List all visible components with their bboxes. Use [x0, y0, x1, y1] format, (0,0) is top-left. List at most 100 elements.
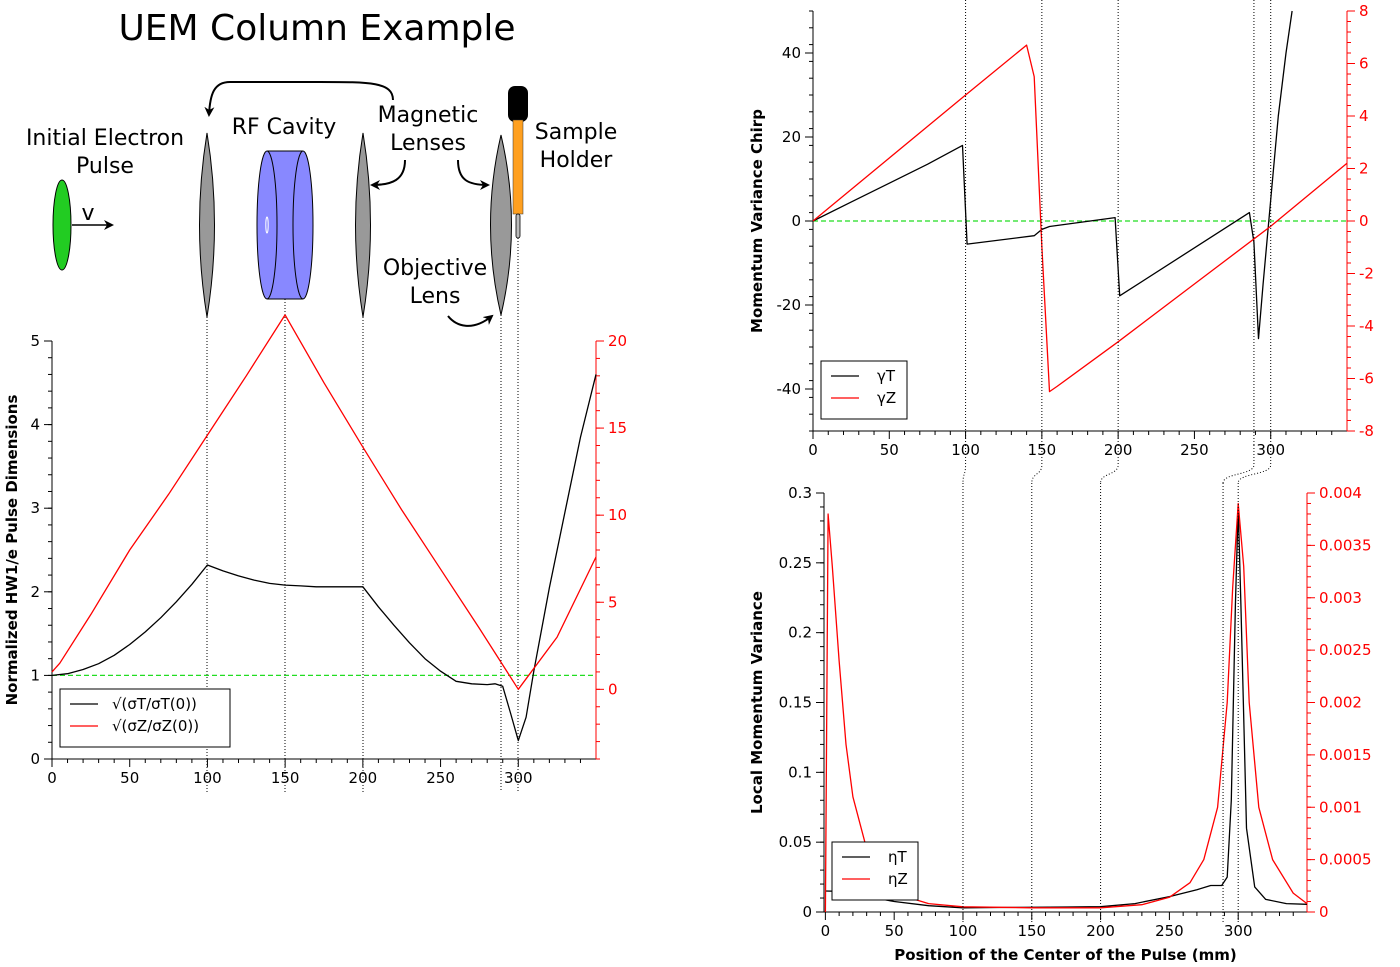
y2-tick-label: 0: [1319, 903, 1329, 921]
legend-box: [59, 688, 231, 748]
x-tick-label: 50: [885, 922, 904, 940]
series-line: [824, 502, 1308, 913]
magnetic-lenses-label-2: Lenses: [390, 131, 466, 156]
y2-tick-label: 15: [608, 419, 627, 437]
y2-tick-label: 2: [1359, 160, 1369, 178]
x-tick-label: 0: [808, 441, 818, 459]
x-tick-label: 250: [1155, 922, 1184, 940]
initial-pulse-label-2: Pulse: [76, 154, 134, 179]
y2-tick-label: 0.0035: [1319, 536, 1372, 554]
x-tick-label: 0: [821, 922, 831, 940]
x-tick-label: 200: [1104, 441, 1133, 459]
electron-pulse: [52, 179, 72, 271]
x-tick-label: 250: [426, 769, 455, 787]
magnetic-lens-1: [199, 132, 215, 318]
legend-label: √(σT/σT(0)): [112, 695, 197, 713]
uem-column-diagram: v Initial Electron Pulse RF Cavity Magne…: [26, 81, 618, 792]
x-tick-label: 100: [951, 441, 980, 459]
legend-label: √(σZ/σZ(0)): [112, 717, 199, 735]
x-tick-label: 150: [1017, 922, 1046, 940]
x-tick-label: 150: [271, 769, 300, 787]
y2-tick-label: -6: [1359, 370, 1374, 388]
objective-lens-label-1: Objective: [383, 256, 487, 281]
objective-lens-label-2: Lens: [410, 284, 461, 309]
rf-cavity: [256, 150, 314, 300]
y-tick-label: 0.3: [788, 484, 812, 502]
x-tick-label: 150: [1028, 441, 1057, 459]
series-line: [812, 10, 1293, 340]
y-tick-label: 1: [30, 666, 40, 684]
magnetic-lenses-label-1: Magnetic: [378, 103, 479, 128]
y2-tick-label: 4: [1359, 107, 1369, 125]
y-tick-label: 0.1: [788, 763, 812, 781]
y2-tick-label: 0.0025: [1319, 641, 1372, 659]
y-tick-label: 0: [30, 750, 40, 768]
y2-tick-label: 6: [1359, 55, 1369, 73]
y2-tick-label: 0.002: [1319, 694, 1362, 712]
y-tick-label: 0.2: [788, 624, 812, 642]
y-axis-title: Local Momentum Variance: [748, 591, 766, 814]
series-line: [825, 506, 1308, 909]
chart-pulse-dimensions: 0 50 100 150 200 250 30001234505101520Normaliz…: [3, 314, 627, 787]
x-axis-title: Position of the Center of the Pulse (mm): [894, 946, 1236, 964]
x-tick-label: 100: [193, 769, 222, 787]
y-tick-label: 0: [791, 212, 801, 230]
chart-momentum-variance-chirp: 0 50 100 150 200 250 300-40-2002040-8-6-4-2024…: [748, 0, 1374, 459]
sample-holder-label-2: Holder: [540, 148, 614, 173]
y-tick-label: 0: [802, 903, 812, 921]
y-tick-label: 4: [30, 416, 40, 434]
y-tick-label: 20: [782, 128, 801, 146]
y-tick-label: 0.05: [779, 833, 812, 851]
x-tick-label: 200: [349, 769, 378, 787]
series-line: [51, 314, 597, 690]
y2-tick-label: 0: [608, 680, 618, 698]
chart-connectors: [962, 445, 1272, 484]
y-tick-label: 0.15: [779, 694, 812, 712]
x-tick-label: 250: [1180, 441, 1209, 459]
figure-title: UEM Column Example: [118, 8, 515, 49]
y2-tick-label: 0.001: [1319, 798, 1362, 816]
y-tick-label: -20: [777, 296, 802, 314]
connector-line: [1237, 445, 1272, 484]
velocity-label: v: [81, 201, 94, 226]
y2-tick-label: 0.0015: [1319, 746, 1372, 764]
legend-label: ηT: [888, 848, 908, 866]
y2-tick-label: 0.004: [1319, 484, 1362, 502]
x-tick-label: 50: [880, 441, 899, 459]
x-tick-label: 300: [1224, 922, 1253, 940]
y2-tick-label: -4: [1359, 317, 1374, 335]
magnetic-arrow-right: [457, 159, 490, 190]
rf-cavity-label: RF Cavity: [232, 115, 337, 140]
sample-holder-label-1: Sample: [535, 120, 618, 145]
chart-local-momentum-variance: 0 50 100 150 200 250 300 0 0.05 0.1 0.15 0.2 0.25 0.3…: [748, 483, 1372, 964]
legend-label: γZ: [877, 389, 896, 407]
x-tick-label: 50: [120, 769, 139, 787]
legend-box: [820, 360, 908, 420]
series-line: [51, 374, 597, 742]
y-axis-title: Momentum Variance Chirp: [748, 109, 766, 333]
legend-box: [831, 841, 919, 901]
y-tick-label: 2: [30, 583, 40, 601]
y2-tick-label: 0.003: [1319, 589, 1362, 607]
series-line: [812, 44, 1348, 393]
objective-lens: [490, 134, 512, 316]
y2-tick-label: 10: [608, 506, 627, 524]
y-tick-label: 0.25: [779, 554, 812, 572]
y-axis-title: Normalized HW1/e Pulse Dimensions: [3, 395, 21, 706]
y-tick-label: -40: [777, 380, 802, 398]
y2-tick-label: 0: [1359, 212, 1369, 230]
initial-pulse-label-1: Initial Electron: [26, 126, 184, 151]
y-tick-label: 3: [30, 499, 40, 517]
y2-tick-label: 20: [608, 332, 627, 350]
x-tick-label: 100: [949, 922, 978, 940]
magnetic-lens-2: [355, 132, 371, 318]
y2-tick-label: 0.0005: [1319, 851, 1372, 869]
x-tick-label: 300: [504, 769, 533, 787]
legend-label: γT: [877, 367, 896, 385]
objective-arrow: [447, 314, 494, 327]
y2-tick-label: 5: [608, 593, 618, 611]
connector-line: [1222, 445, 1255, 484]
y-tick-label: 5: [30, 332, 40, 350]
x-tick-label: 300: [1256, 441, 1285, 459]
